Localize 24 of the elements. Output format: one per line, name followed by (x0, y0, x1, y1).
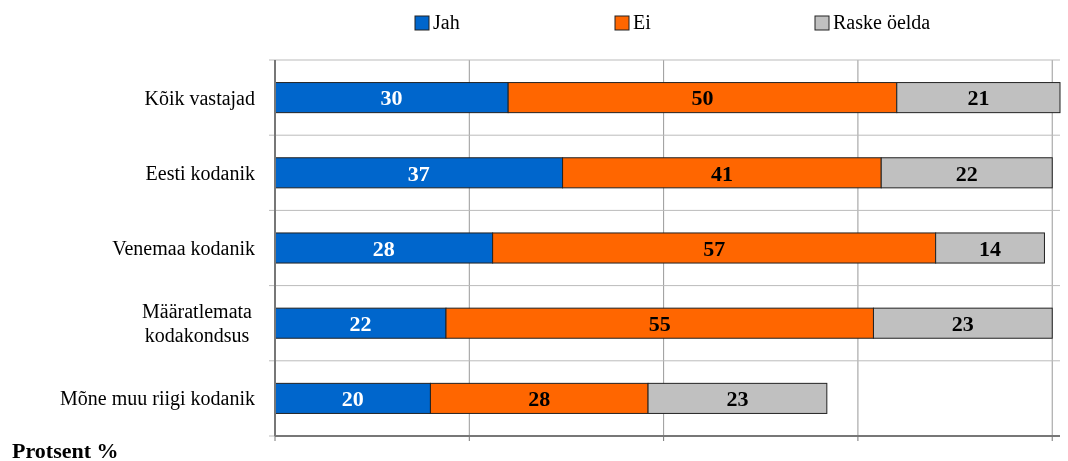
data-label: 22 (349, 310, 372, 336)
data-label: 41 (710, 160, 733, 186)
data-label: 28 (528, 386, 551, 412)
data-label: 23 (951, 310, 974, 336)
data-label: 20 (341, 386, 364, 412)
legend-label: Jah (433, 11, 460, 33)
data-label: 37 (407, 160, 430, 186)
y-tick-label: Kõik vastajad (144, 86, 255, 110)
data-label: 23 (726, 386, 749, 412)
data-label: 14 (979, 235, 1002, 261)
data-label: 21 (967, 85, 990, 111)
data-label: 50 (691, 85, 714, 111)
y-tick-label: Määratlemata kodakondsus (142, 300, 253, 347)
legend-label: Raske öelda (833, 11, 931, 33)
data-label: 22 (955, 160, 978, 186)
data-label: 30 (380, 85, 403, 111)
y-tick-label: Venemaa kodanik (112, 237, 255, 259)
y-tick-label: Mõne muu riigi kodanik (60, 387, 255, 411)
data-label: 55 (648, 310, 671, 336)
y-tick-label: Eesti kodanik (145, 161, 255, 184)
data-label: 57 (703, 235, 726, 261)
x-axis-title: Protsent % (12, 438, 119, 461)
legend-label: Ei (633, 11, 652, 33)
data-label: 28 (372, 235, 395, 261)
